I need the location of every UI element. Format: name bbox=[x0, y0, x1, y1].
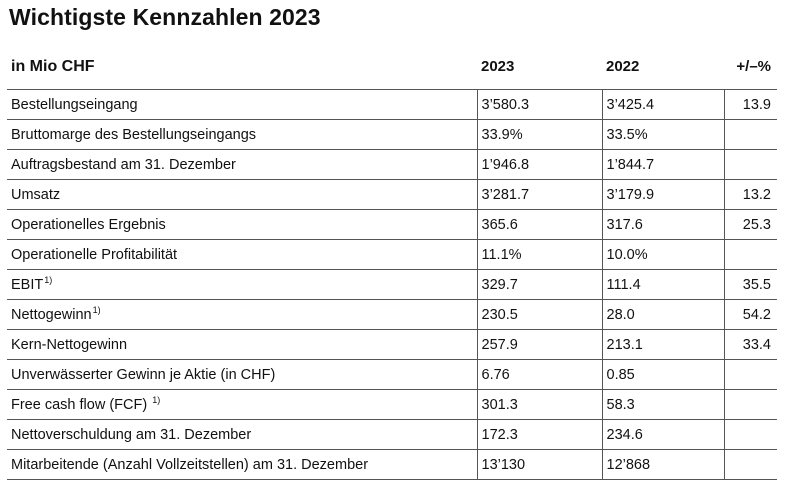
table-row: Umsatz 3’281.7 3’179.9 13.2 bbox=[7, 179, 777, 210]
row-label-text: Umsatz bbox=[11, 186, 61, 203]
row-label-text: Operationelle Profitabilität bbox=[11, 246, 178, 263]
row-label-text: Unverwässerter Gewinn je Aktie (in CHF) bbox=[11, 366, 276, 383]
row-label: Mitarbeitende (Anzahl Vollzeitstellen) a… bbox=[7, 449, 477, 480]
change-percent bbox=[723, 449, 777, 480]
change-percent bbox=[723, 359, 777, 390]
unit-header: in Mio CHF bbox=[11, 58, 95, 75]
change-percent: 54.2 bbox=[723, 299, 777, 330]
row-label-text: Auftragsbestand am 31. Dezember bbox=[11, 156, 236, 173]
table-body: Bestellungseingang 3’580.3 3’425.4 13.9 Brut… bbox=[7, 89, 777, 480]
row-label-text: Nettoverschuldung am 31. Dezember bbox=[11, 426, 252, 443]
table-row: Bruttomarge des Bestellungseingangs 33.9%… bbox=[7, 119, 777, 150]
table-row: Free cash flow (FCF) 1) 301.3 58.3 bbox=[7, 389, 777, 420]
value-2023: 13’130 bbox=[476, 449, 602, 480]
table-row: Mitarbeitende (Anzahl Vollzeitstellen) a… bbox=[7, 449, 777, 480]
row-label: Nettogewinn1) bbox=[7, 299, 477, 330]
value-2022: 3’179.9 bbox=[601, 179, 724, 210]
row-label-text: Free cash flow (FCF) bbox=[11, 396, 152, 413]
value-2023: 329.7 bbox=[476, 269, 602, 300]
row-label: EBIT1) bbox=[7, 269, 477, 300]
value-2022: 3’425.4 bbox=[601, 89, 724, 120]
change-percent bbox=[723, 119, 777, 150]
footnote-marker: 1) bbox=[152, 394, 161, 405]
change-percent-header: +/–% bbox=[736, 58, 771, 75]
row-label: Umsatz bbox=[7, 179, 477, 210]
value-2022: 58.3 bbox=[601, 389, 724, 420]
row-label: Operationelle Profitabilität bbox=[7, 239, 477, 270]
value-2022: 10.0% bbox=[601, 239, 724, 270]
change-percent: 35.5 bbox=[723, 269, 777, 300]
year-2023-header: 2023 bbox=[481, 58, 515, 75]
change-percent bbox=[723, 239, 777, 270]
footnote-marker: 1) bbox=[44, 274, 53, 285]
row-label: Kern-Nettogewinn bbox=[7, 329, 477, 360]
table-row: Auftragsbestand am 31. Dezember 1’946.8 1’… bbox=[7, 149, 777, 180]
value-2022: 33.5% bbox=[601, 119, 724, 150]
row-label: Bestellungseingang bbox=[7, 89, 477, 120]
footnote-marker: 1) bbox=[92, 304, 101, 315]
value-2022: 111.4 bbox=[601, 269, 724, 300]
table-row: Nettogewinn1) 230.5 28.0 54.2 bbox=[7, 299, 777, 330]
page-title: Wichtigste Kennzahlen 2023 bbox=[9, 4, 321, 30]
year-2022-header: 2022 bbox=[606, 58, 640, 75]
value-2022: 234.6 bbox=[601, 419, 724, 450]
key-figures-table: in Mio CHF 2023 2022 +/–% Bestellungsein… bbox=[7, 54, 777, 480]
value-2022: 12’868 bbox=[601, 449, 724, 480]
change-percent: 25.3 bbox=[723, 209, 777, 240]
row-label-text: Mitarbeitende (Anzahl Vollzeitstellen) a… bbox=[11, 456, 369, 473]
row-label: Unverwässerter Gewinn je Aktie (in CHF) bbox=[7, 359, 477, 390]
value-2023: 3’281.7 bbox=[476, 179, 602, 210]
value-2023: 33.9% bbox=[476, 119, 602, 150]
row-label: Bruttomarge des Bestellungseingangs bbox=[7, 119, 477, 150]
table-row: Unverwässerter Gewinn je Aktie (in CHF) 6… bbox=[7, 359, 777, 390]
value-2023: 257.9 bbox=[476, 329, 602, 360]
change-percent: 13.2 bbox=[723, 179, 777, 210]
change-percent bbox=[723, 149, 777, 180]
value-2023: 3’580.3 bbox=[476, 89, 602, 120]
table-row: Nettoverschuldung am 31. Dezember 172.3 23… bbox=[7, 419, 777, 450]
value-2023: 230.5 bbox=[476, 299, 602, 330]
row-label-text: Kern-Nettogewinn bbox=[11, 336, 128, 353]
row-label-text: Bruttomarge des Bestellungseingangs bbox=[11, 126, 257, 143]
value-2023: 365.6 bbox=[476, 209, 602, 240]
row-label: Auftragsbestand am 31. Dezember bbox=[7, 149, 477, 180]
change-percent bbox=[723, 389, 777, 420]
row-label: Nettoverschuldung am 31. Dezember bbox=[7, 419, 477, 450]
row-label-text: Nettogewinn bbox=[11, 306, 92, 323]
value-2022: 28.0 bbox=[601, 299, 724, 330]
table-header-row: in Mio CHF 2023 2022 +/–% bbox=[7, 54, 777, 90]
value-2023: 1’946.8 bbox=[476, 149, 602, 180]
row-label: Operationelles Ergebnis bbox=[7, 209, 477, 240]
row-label-text: Operationelles Ergebnis bbox=[11, 216, 166, 233]
table-row: EBIT1) 329.7 111.4 35.5 bbox=[7, 269, 777, 300]
row-label: Free cash flow (FCF) 1) bbox=[7, 389, 477, 420]
table-row: Operationelles Ergebnis 365.6 317.6 25.3 bbox=[7, 209, 777, 240]
row-label-text: EBIT bbox=[11, 276, 44, 293]
table-row: Kern-Nettogewinn 257.9 213.1 33.4 bbox=[7, 329, 777, 360]
change-percent: 33.4 bbox=[723, 329, 777, 360]
value-2023: 172.3 bbox=[476, 419, 602, 450]
table-row: Bestellungseingang 3’580.3 3’425.4 13.9 bbox=[7, 89, 777, 120]
value-2022: 317.6 bbox=[601, 209, 724, 240]
value-2023: 301.3 bbox=[476, 389, 602, 420]
table-row: Operationelle Profitabilität 11.1% 10.0% bbox=[7, 239, 777, 270]
row-label-text: Bestellungseingang bbox=[11, 96, 138, 113]
value-2023: 11.1% bbox=[476, 239, 602, 270]
value-2022: 1’844.7 bbox=[601, 149, 724, 180]
change-percent: 13.9 bbox=[723, 89, 777, 120]
value-2022: 213.1 bbox=[601, 329, 724, 360]
change-percent bbox=[723, 419, 777, 450]
value-2022: 0.85 bbox=[601, 359, 724, 390]
value-2023: 6.76 bbox=[476, 359, 602, 390]
